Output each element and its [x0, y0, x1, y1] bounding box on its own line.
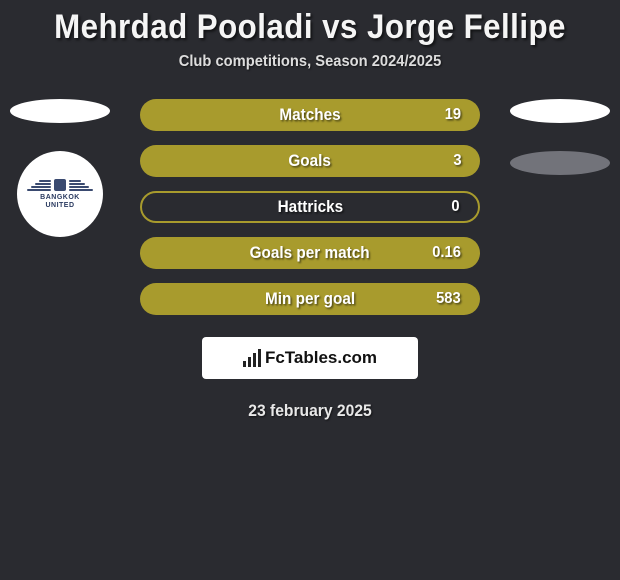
club-logo-left: BANGKOK UNITED	[17, 151, 103, 237]
right-column	[510, 99, 610, 175]
stat-bar-label: Hattricks	[277, 197, 342, 217]
date-text: 23 february 2025	[25, 401, 595, 421]
stat-bar: Goals per match 0.16	[140, 237, 480, 269]
right-ellipse-1	[510, 99, 610, 123]
stat-bar: Hattricks 0	[140, 191, 480, 223]
stat-bar-value: 0.16	[432, 244, 461, 262]
stats-area: BANGKOK UNITED Matches 19 Goals 3 Hattricks 0…	[0, 99, 620, 421]
stat-bar: Min per goal 583	[140, 283, 480, 315]
stat-bars: Matches 19 Goals 3 Hattricks 0 Goals per match…	[140, 99, 480, 315]
brand-icon	[243, 349, 261, 367]
stat-bar-label: Goals per match	[250, 243, 370, 263]
left-ellipse	[10, 99, 110, 123]
stat-bar-label: Min per goal	[265, 289, 355, 309]
stat-bar-value: 19	[445, 106, 461, 124]
club-logo-text-2: UNITED	[45, 202, 74, 209]
subtitle: Club competitions, Season 2024/2025	[25, 53, 595, 71]
page-title: Mehrdad Pooladi vs Jorge Fellipe	[25, 8, 595, 47]
stat-bar-value: 3	[453, 152, 461, 170]
left-column: BANGKOK UNITED	[10, 99, 110, 237]
brand-box: FcTables.com	[202, 337, 418, 379]
club-logo-text-1: BANGKOK	[40, 194, 80, 201]
stat-bar-label: Matches	[279, 105, 340, 125]
brand-text: FcTables.com	[265, 348, 377, 368]
right-ellipse-2	[510, 151, 610, 175]
stat-bar-value: 0	[451, 198, 459, 216]
stat-bar: Matches 19	[140, 99, 480, 131]
stat-bar-value: 583	[436, 290, 461, 308]
club-logo-wings	[27, 179, 93, 191]
stat-bar-label: Goals	[289, 151, 332, 171]
stat-bar: Goals 3	[140, 145, 480, 177]
